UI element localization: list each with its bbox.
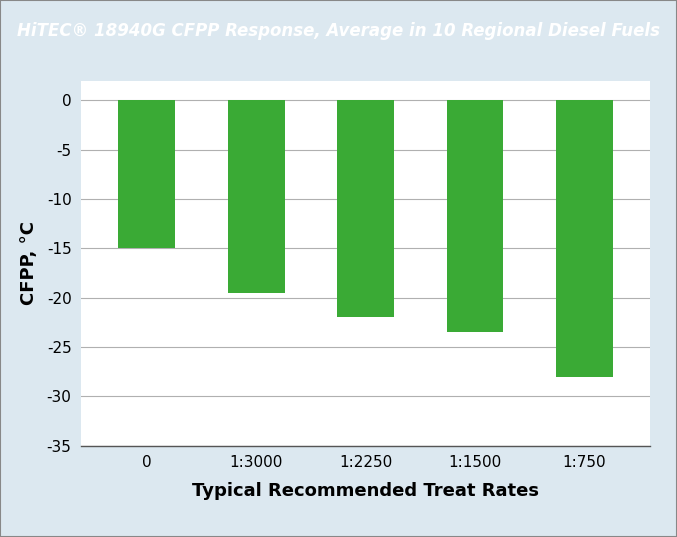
Bar	[227, 100, 284, 293]
Bar	[556, 100, 613, 376]
Y-axis label: CFPP, °C: CFPP, °C	[20, 221, 39, 305]
X-axis label: Typical Recommended Treat Rates: Typical Recommended Treat Rates	[192, 482, 539, 499]
Text: HiTEC® 18940G CFPP Response, Average in 10 Regional Diesel Fuels: HiTEC® 18940G CFPP Response, Average in …	[17, 22, 660, 40]
Bar	[337, 100, 394, 317]
Bar	[118, 100, 175, 248]
Bar	[447, 100, 504, 332]
